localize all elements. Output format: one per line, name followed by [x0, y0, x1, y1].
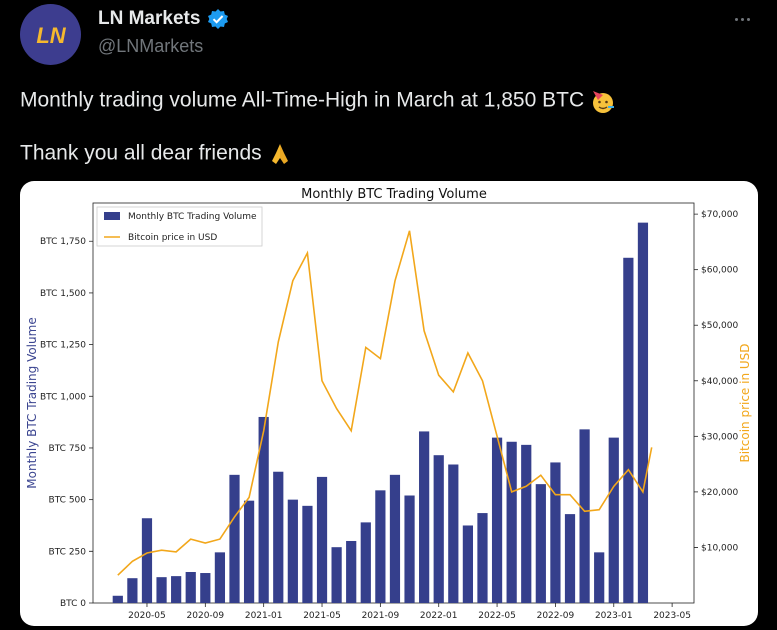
- folded-hands-icon: [272, 144, 289, 164]
- bars-group: [112, 222, 649, 603]
- x-tick-label: 2022-05: [478, 611, 516, 621]
- tweet-media-chart[interactable]: Monthly BTC Trading Volume BTC 0 BTC 250 B…: [20, 181, 758, 626]
- bar-2021-04: [302, 505, 313, 603]
- bar-2021-02: [273, 471, 284, 603]
- y-tick-left-label: BTC 1,500: [40, 289, 86, 299]
- bar-2021-05: [316, 476, 328, 603]
- y-axis-label-left: Monthly BTC Trading Volume: [25, 317, 39, 488]
- tweet-text-line-1: Monthly trading volume All-Time-High in …: [20, 88, 616, 114]
- bar-2022-04: [477, 513, 488, 603]
- y-tick-left-label: BTC 1,250: [40, 341, 86, 351]
- y-ticks-left: BTC 0 BTC 250 BTC 500 BTC 750 BTC 1,000 BTC 1…: [40, 237, 93, 609]
- x-tick-label: 2021-09: [362, 611, 400, 621]
- x-tick-label: 2022-01: [420, 611, 458, 621]
- x-tick-label: 2023-01: [595, 611, 633, 621]
- y-tick-right-label: $20,000: [701, 488, 738, 498]
- bar-2022-05: [491, 437, 503, 603]
- bar-2021-06: [331, 547, 342, 603]
- y-tick-left-label: BTC 250: [49, 547, 87, 557]
- bar-2021-09: [375, 490, 386, 603]
- y-tick-right-label: $60,000: [701, 266, 738, 276]
- y-tick-right-label: $10,000: [701, 543, 738, 553]
- bar-2021-03: [287, 499, 298, 603]
- bar-2021-07: [346, 540, 357, 603]
- bar-2020-05: [141, 518, 153, 603]
- tweet-text: Monthly trading volume All-Time-High in …: [20, 88, 585, 112]
- bar-2020-04: [127, 578, 138, 603]
- price-line: [117, 230, 653, 576]
- y-tick-right-label: $30,000: [701, 432, 738, 442]
- legend-swatch-bar: [104, 212, 120, 220]
- bar-2022-03: [462, 525, 474, 603]
- bar-2023-03: [637, 222, 649, 603]
- bar-2022-09: [550, 462, 561, 603]
- y-tick-left-label: BTC 0: [60, 599, 86, 609]
- bar-2022-10: [564, 514, 576, 603]
- y-ticks-right: $10,000 $20,000 $30,000 $40,000 $50,000 $60,0…: [694, 210, 738, 553]
- bar-2020-10: [214, 552, 226, 603]
- x-tick-label: 2021-05: [303, 611, 341, 621]
- bar-2020-07: [171, 576, 182, 603]
- bar-2020-06: [156, 577, 167, 603]
- verified-badge-icon: [208, 9, 228, 29]
- x-ticks: 2020-05 2020-09 2021-01 2021-05 2021-09 2022-…: [128, 603, 691, 621]
- tweet-text: Thank you all dear friends: [20, 141, 262, 165]
- bar-2022-08: [535, 484, 546, 603]
- x-tick-label: 2020-05: [128, 611, 166, 621]
- bar-2021-08: [360, 522, 371, 603]
- y-axis-label-right: Bitcoin price in USD: [738, 343, 752, 462]
- bar-2022-11: [579, 429, 590, 603]
- bar-2022-06: [506, 441, 517, 603]
- bar-2020-03: [112, 595, 123, 603]
- bar-2022-07: [521, 444, 532, 603]
- y-tick-right-label: $40,000: [701, 377, 738, 387]
- partying-face-icon: [592, 91, 614, 113]
- bar-2021-11: [404, 495, 415, 603]
- bar-2020-09: [200, 573, 211, 603]
- y-tick-right-label: $50,000: [701, 321, 738, 331]
- bar-2020-11: [229, 474, 240, 603]
- svg-text:LN: LN: [36, 23, 66, 48]
- price-line-group: [117, 230, 653, 576]
- author-name[interactable]: LN Markets: [98, 8, 201, 29]
- bar-2022-01: [433, 455, 444, 603]
- y-tick-left-label: BTC 750: [49, 444, 87, 454]
- bar-2020-12: [243, 500, 255, 603]
- x-tick-label: 2021-01: [245, 611, 283, 621]
- bar-2022-02: [448, 464, 459, 603]
- author-handle[interactable]: @LNMarkets: [98, 36, 204, 56]
- y-tick-right-label: $70,000: [701, 210, 738, 220]
- x-tick-label: 2022-09: [537, 611, 575, 621]
- legend: Monthly BTC Trading Volume Bitcoin price…: [96, 206, 263, 247]
- tweet-text-line-2: Thank you all dear friends: [20, 141, 293, 167]
- y-tick-left-label: BTC 1,750: [40, 237, 86, 247]
- bar-2021-01: [258, 416, 269, 603]
- ln-markets-logo-icon: LN: [36, 23, 66, 48]
- chart-title: Monthly BTC Trading Volume: [301, 187, 487, 202]
- bar-2020-08: [185, 571, 196, 603]
- bar-2023-02: [623, 257, 634, 603]
- legend-label-price: Bitcoin price in USD: [128, 233, 217, 243]
- bar-2022-12: [594, 552, 605, 603]
- bar-2021-12: [419, 431, 430, 603]
- more-options-icon[interactable]: [735, 8, 757, 24]
- avatar[interactable]: LN: [20, 4, 81, 65]
- legend-label-volume: Monthly BTC Trading Volume: [128, 212, 257, 222]
- bar-2023-01: [608, 437, 619, 603]
- x-tick-label: 2020-09: [187, 611, 225, 621]
- y-tick-left-label: BTC 1,000: [40, 392, 86, 402]
- legend-box: [96, 206, 263, 247]
- y-tick-left-label: BTC 500: [49, 496, 87, 506]
- bar-2021-10: [389, 474, 401, 603]
- x-tick-label: 2023-05: [653, 611, 691, 621]
